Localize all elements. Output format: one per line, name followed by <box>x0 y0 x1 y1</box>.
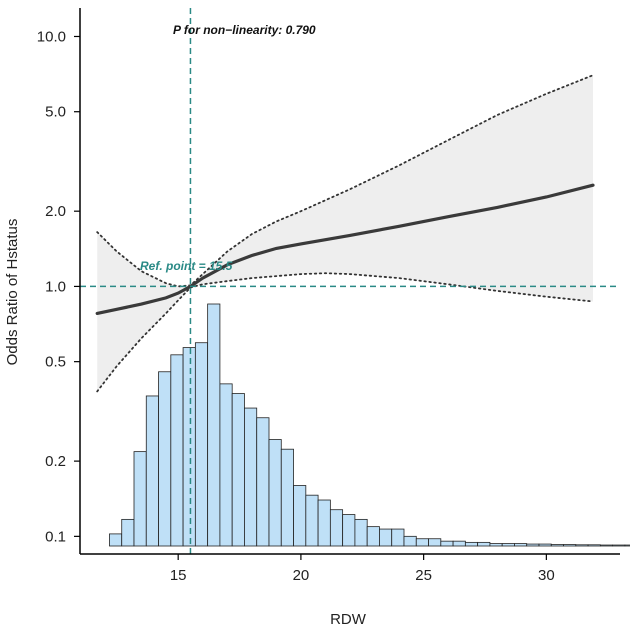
histogram-bar <box>599 544 614 547</box>
histogram-bar <box>145 395 159 547</box>
histogram-bar <box>133 451 147 547</box>
histogram-bar <box>391 528 405 547</box>
odds-ratio-curve-group <box>95 183 595 315</box>
x-tick-label: 30 <box>538 567 555 584</box>
histogram-bar <box>244 407 258 547</box>
histogram-bar <box>464 541 479 547</box>
y-tick-label: 0.1 <box>45 528 66 545</box>
nonlinearity-annotation: P for non−linearity: 0.790 <box>173 23 316 37</box>
histogram-bar <box>563 544 577 547</box>
histogram-bar <box>329 509 344 547</box>
x-tick-label: 15 <box>170 567 187 584</box>
histogram-bar <box>514 543 528 547</box>
histogram-bar <box>207 303 221 547</box>
y-tick-label: 10.0 <box>37 28 66 45</box>
histogram-bar <box>428 538 442 547</box>
odds-ratio-curve <box>95 183 595 315</box>
reference-lines <box>80 8 620 554</box>
histogram-bar <box>587 544 601 547</box>
histogram-bar <box>366 526 380 547</box>
histogram-bar <box>109 533 123 547</box>
histogram-bar <box>268 439 282 547</box>
histogram-bar <box>415 538 429 547</box>
confidence-band <box>97 75 593 392</box>
y-axis-title: Odds Ratio of Hstatus <box>4 219 21 366</box>
histogram-bar <box>440 540 454 547</box>
histogram <box>109 303 630 547</box>
y-tick-label: 0.2 <box>45 453 66 470</box>
x-tick-label: 20 <box>293 567 310 584</box>
reference-point-label: Ref. point = 15.5 <box>140 259 233 273</box>
histogram-bar <box>121 518 135 547</box>
upper-ci-line <box>96 74 594 288</box>
histogram-bar <box>170 354 184 547</box>
histogram-bar <box>158 371 172 547</box>
histogram-bar <box>403 535 417 547</box>
histogram-bar <box>612 544 626 547</box>
y-tick-label: 1.0 <box>45 278 66 295</box>
histogram-bar <box>305 494 319 547</box>
histogram-bar <box>624 544 630 547</box>
histogram-bar <box>452 540 466 547</box>
histogram-bar <box>526 543 540 547</box>
histogram-bar <box>489 543 503 547</box>
histogram-bar <box>194 342 209 547</box>
x-tick-label: 25 <box>415 567 432 584</box>
y-tick-label: 5.0 <box>45 104 66 121</box>
histogram-bar <box>182 347 196 547</box>
y-tick-label: 2.0 <box>45 203 66 220</box>
histogram-bar <box>280 448 294 547</box>
histogram-bar <box>293 485 307 547</box>
histogram-bar <box>231 393 245 547</box>
histogram-bar <box>477 541 491 547</box>
histogram-bar <box>317 499 331 547</box>
lower-ci-line <box>96 272 594 393</box>
confidence-interval-lines <box>96 74 594 393</box>
histogram-bar <box>379 528 393 547</box>
histogram-bar <box>575 544 589 547</box>
x-axis-title: RDW <box>330 611 367 628</box>
histogram-bar <box>538 543 552 547</box>
axes: 15 20 25 30 0.1 0.2 0.5 1.0 2.0 5.0 10.0 <box>37 8 620 584</box>
histogram-bar <box>550 544 564 547</box>
y-tick-label: 0.5 <box>45 354 66 371</box>
histogram-bar <box>219 383 233 547</box>
histogram-bar <box>354 518 368 547</box>
ci-band-area <box>97 75 593 392</box>
histogram-bar <box>342 514 356 547</box>
histogram-bar <box>501 543 515 547</box>
histogram-bar <box>256 417 270 547</box>
